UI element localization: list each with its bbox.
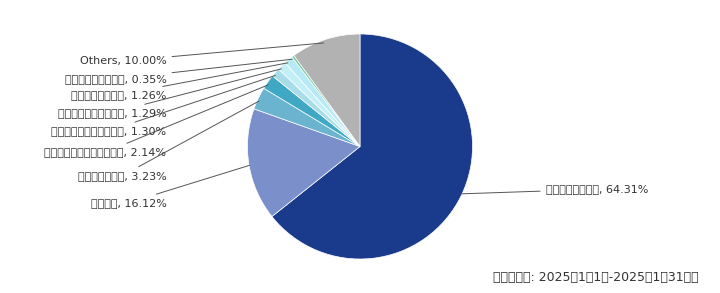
Text: 書類確認やファイル共有, 1.30%: 書類確認やファイル共有, 1.30% [51, 76, 275, 136]
Text: 着信やメッセージ通知, 1.29%: 着信やメッセージ通知, 1.29% [58, 69, 282, 118]
Wedge shape [272, 69, 360, 146]
Text: 宿泊や移動予約関連, 0.35%: 宿泊や移動予約関連, 0.35% [65, 59, 292, 84]
Wedge shape [248, 109, 360, 217]
Wedge shape [285, 57, 360, 146]
Text: （集計期間: 2025年1月1日-2025年1月31日）: （集計期間: 2025年1月1日-2025年1月31日） [492, 271, 698, 284]
Wedge shape [254, 88, 360, 146]
Text: セキュリティ通知, 1.26%: セキュリティ通知, 1.26% [71, 63, 288, 100]
Text: 注文や支払い通知, 64.31%: 注文や支払い通知, 64.31% [461, 184, 648, 194]
Text: Others, 10.00%: Others, 10.00% [80, 43, 323, 66]
Wedge shape [264, 76, 360, 146]
Text: 問い合わせ関連, 3.23%: 問い合わせ関連, 3.23% [78, 101, 259, 181]
Wedge shape [294, 34, 360, 146]
Wedge shape [272, 34, 472, 259]
Text: スケジュールの確認や調整, 2.14%: スケジュールの確認や調整, 2.14% [45, 85, 268, 157]
Wedge shape [292, 55, 360, 146]
Wedge shape [279, 63, 360, 146]
Text: 配送関連, 16.12%: 配送関連, 16.12% [91, 165, 250, 208]
